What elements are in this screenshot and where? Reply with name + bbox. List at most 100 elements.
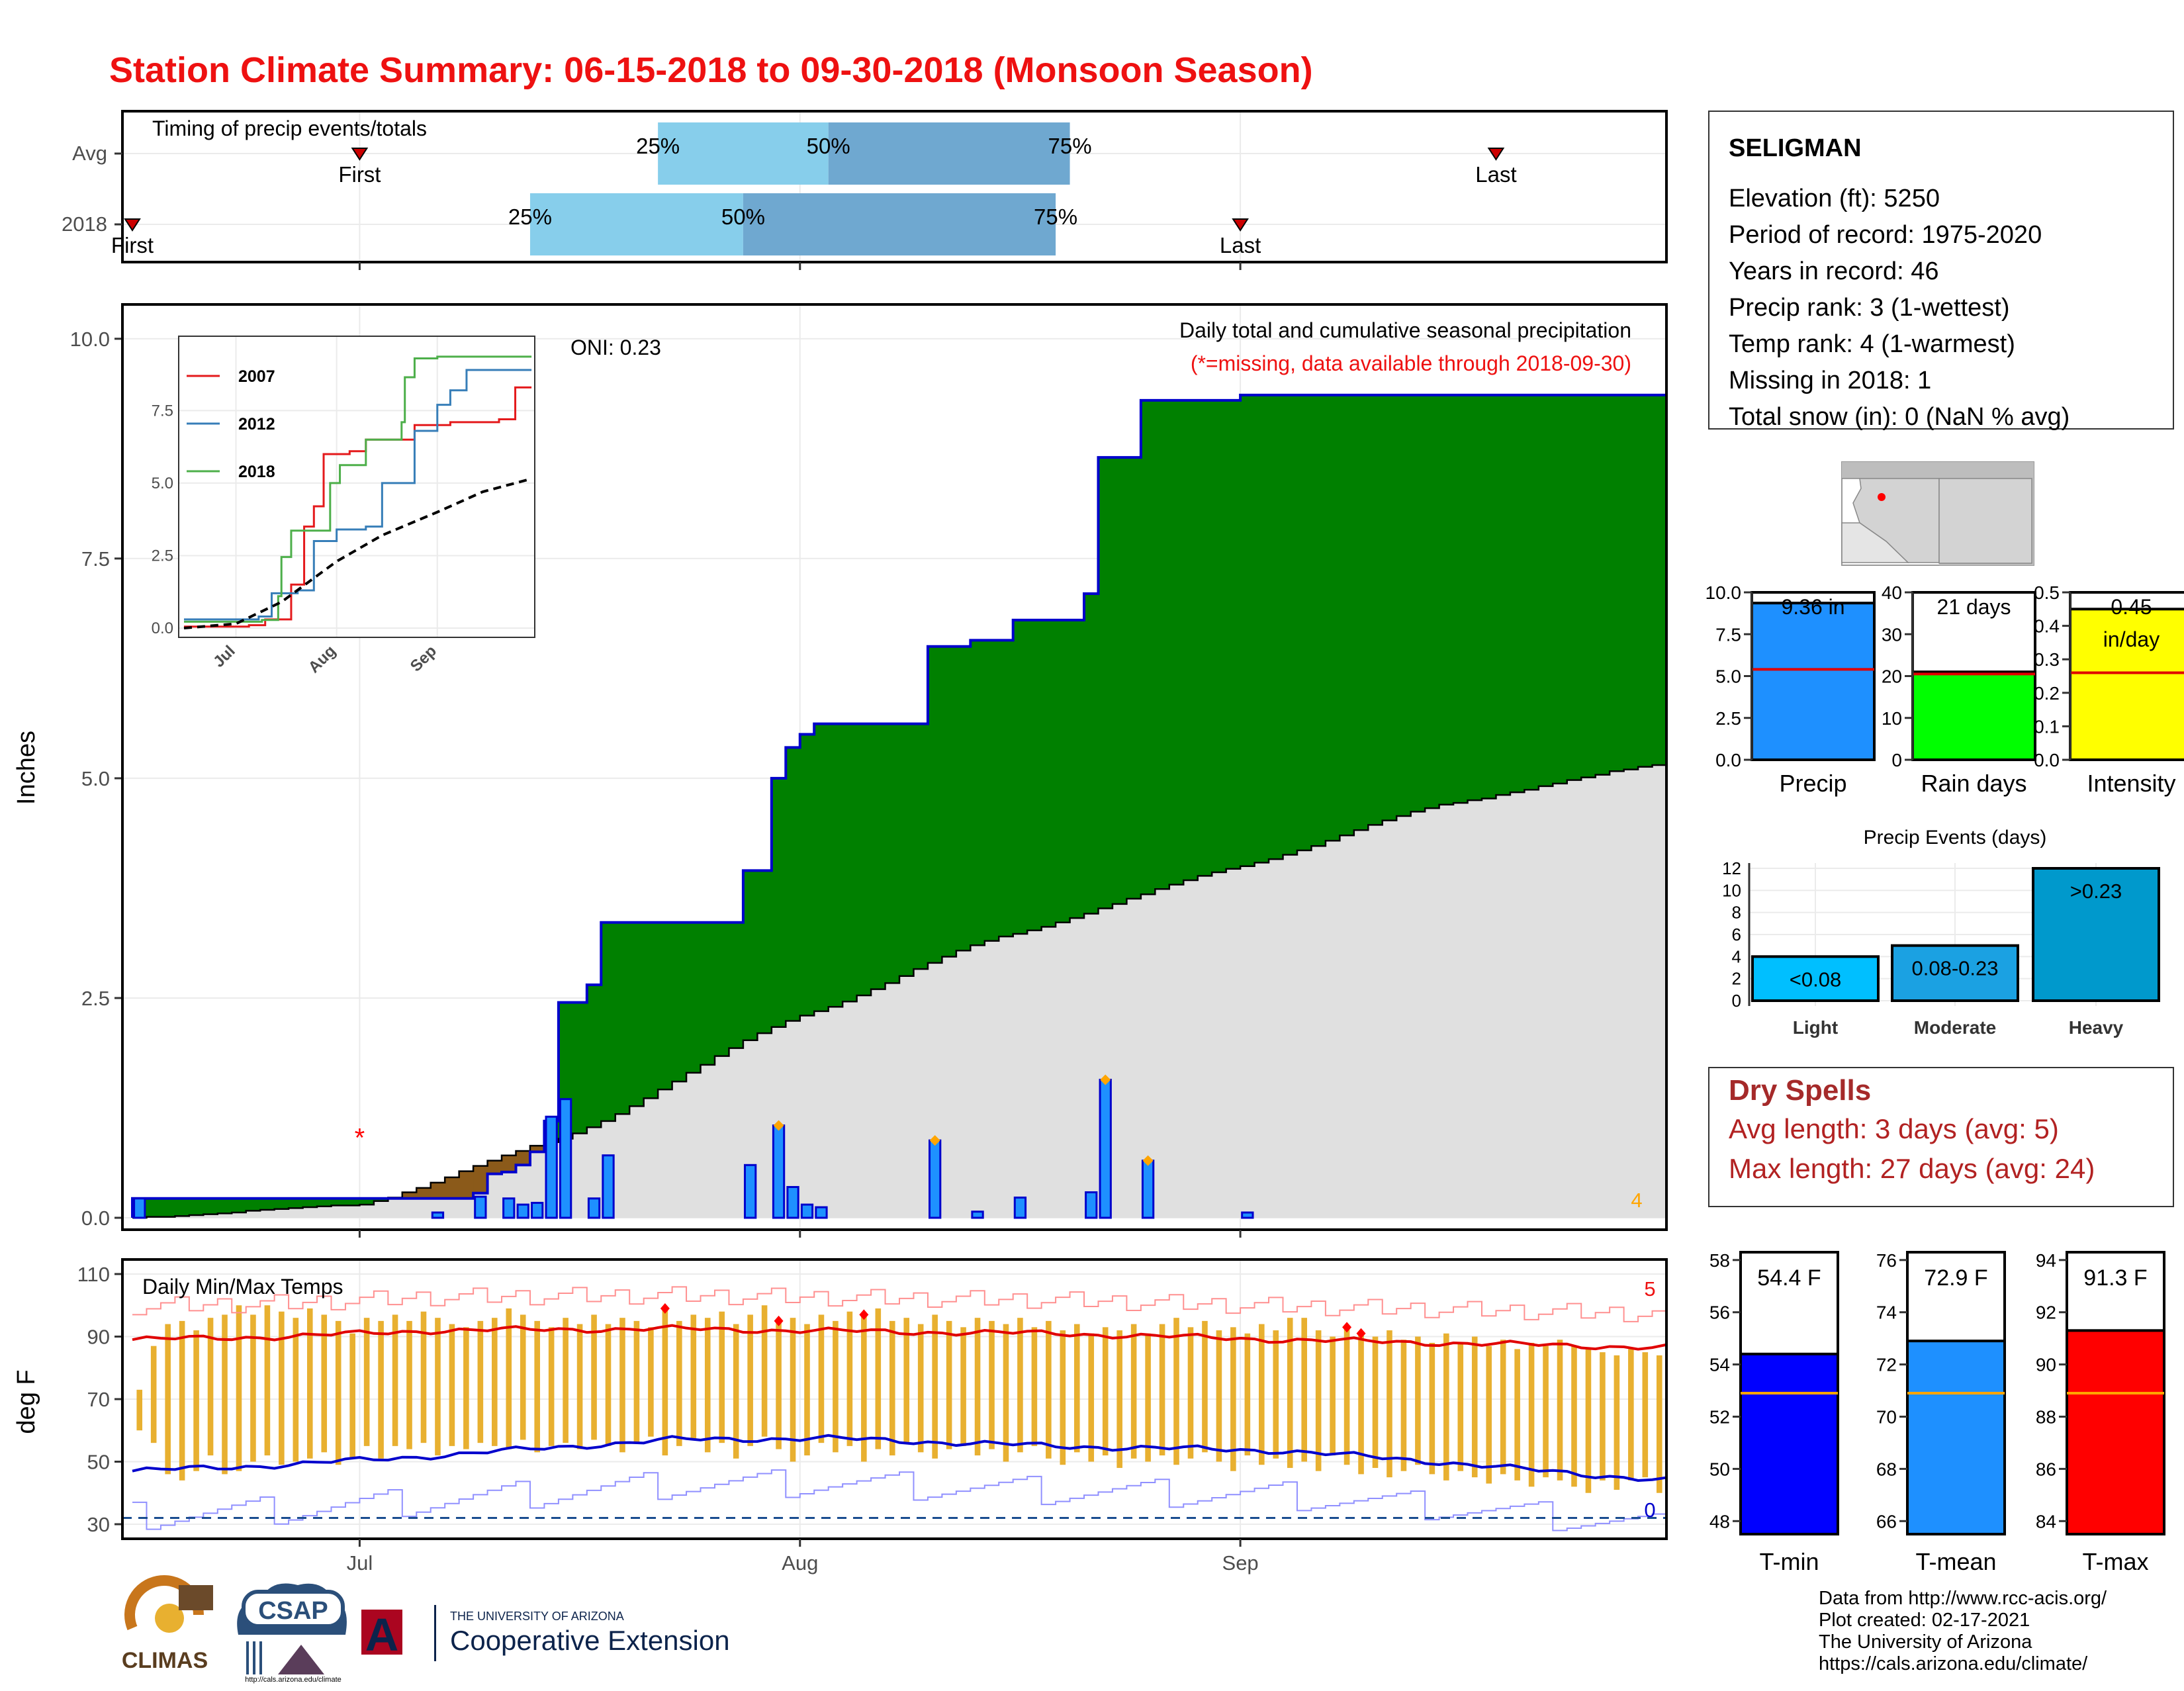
timing-q75-label: 75% <box>1034 205 1077 229</box>
temp-range-bar <box>1316 1330 1322 1471</box>
summary-bar-category-label: Precip <box>1779 770 1846 797</box>
precip-daily-bar <box>532 1203 543 1218</box>
temp-range-bar <box>1245 1334 1251 1455</box>
temp-range-bar <box>1472 1337 1478 1478</box>
footer-line: Plot created: 02-17-2021 <box>1819 1610 2030 1631</box>
precip-above-average-band <box>729 923 743 1048</box>
temp-range-bar <box>1373 1337 1379 1468</box>
precip-above-average-band <box>658 923 672 1089</box>
temp-range-bar <box>449 1324 455 1446</box>
precip-above-average-band <box>743 870 758 1040</box>
timing-first-label: First <box>338 162 381 187</box>
temp-range-bar <box>1415 1337 1421 1465</box>
precip-above-average-band <box>1169 400 1184 885</box>
precip-legend-line2: (*=missing, data available through 2018-… <box>1191 351 1631 375</box>
temp-range-bar <box>1046 1321 1052 1459</box>
summary-bar-y-tick-label: 40 <box>1882 582 1902 603</box>
footer-line: Data from http://www.rcc-acis.org/ <box>1819 1588 2107 1609</box>
precip-below-average-band <box>459 1171 474 1199</box>
oni-label: ONI: 0.23 <box>570 336 661 359</box>
precip-daily-bar <box>134 1199 145 1218</box>
precip-above-average-band <box>246 1199 261 1211</box>
temp-range-bar <box>1571 1346 1577 1487</box>
logos: CLIMAS CSAP http://cals.arizona.edu/clim… <box>118 1580 730 1684</box>
x-tick-label-sep: Sep <box>1222 1551 1259 1575</box>
dry-spells-title: Dry Spells <box>1729 1074 1871 1107</box>
summary-bar-y-tick-label: 5.0 <box>1715 666 1741 687</box>
temp-range-bar <box>506 1308 512 1449</box>
precip-y-axis-title: Inches <box>13 731 40 805</box>
temp-summary-y-tick-label: 86 <box>2036 1459 2056 1479</box>
precip-above-average-band <box>1439 395 1454 805</box>
temp-range-bar <box>193 1330 199 1471</box>
precip-above-average-band <box>260 1199 275 1210</box>
csap-logo-rain-3 <box>259 1641 262 1674</box>
temp-range-bar <box>378 1321 384 1459</box>
precip-above-average-band <box>871 724 886 989</box>
temp-range-bar <box>1443 1334 1449 1481</box>
temp-range-bar <box>889 1321 895 1455</box>
temp-summary-y-tick-label: 74 <box>1876 1303 1897 1323</box>
x-tick-label-aug: Aug <box>782 1551 818 1575</box>
precip-events-chart: Precip Events (days) <0.08Light0.08-0.23… <box>1722 827 2160 1038</box>
temp-range-bar <box>1401 1340 1407 1471</box>
temp-range-bar <box>946 1321 952 1449</box>
temp-range-bar <box>903 1318 909 1443</box>
precip-above-average-band <box>1198 400 1212 876</box>
precip-below-average-band <box>502 1156 516 1172</box>
inset-legend-label-2007: 2007 <box>238 367 275 386</box>
temp-range-bar <box>619 1318 625 1452</box>
summary-bar-y-tick-label: 30 <box>1882 624 1902 645</box>
precip-daily-bar <box>930 1140 940 1218</box>
precip-above-average-band <box>1340 395 1354 835</box>
temp-range-bar <box>1003 1324 1009 1462</box>
precip-above-average-band <box>999 640 1013 937</box>
csap-logo: CSAP http://cals.arizona.edu/climate <box>237 1584 347 1684</box>
climas-logo-text: CLIMAS <box>122 1648 208 1673</box>
precip-legend-line1: Daily total and cumulative seasonal prec… <box>1179 318 1631 342</box>
temp-summary-value-label: 91.3 F <box>2083 1265 2147 1291</box>
temp-range-bar <box>406 1321 412 1449</box>
precip-below-average-band <box>473 1166 488 1193</box>
precip-above-average-band <box>1042 620 1056 927</box>
footer-line: https://cals.arizona.edu/climate/ <box>1819 1653 2088 1674</box>
precip-above-average-band <box>189 1199 204 1215</box>
temp-range-bar <box>1344 1327 1350 1465</box>
events-bar-label: <0.08 <box>1790 968 1841 991</box>
csap-logo-rain-1 <box>246 1641 249 1674</box>
inset-legend-label-2018: 2018 <box>238 463 275 481</box>
precip-above-average-band <box>985 640 999 940</box>
temp-range-bar <box>719 1312 725 1443</box>
temp-summary-y-tick-label: 76 <box>1876 1250 1897 1271</box>
temp-range-bar <box>1529 1343 1535 1486</box>
precip-below-average-band <box>445 1177 459 1199</box>
temp-summary-y-tick-label: 68 <box>1876 1459 1897 1479</box>
precip-daily-bar <box>1015 1197 1025 1218</box>
timing-row-label-2018: 2018 <box>62 212 107 236</box>
summary-bar-y-tick-label: 20 <box>1882 666 1902 687</box>
precip-above-average-band <box>1482 395 1496 799</box>
temp-range-bar <box>151 1346 157 1443</box>
summary-bar-y-tick-label: 2.5 <box>1715 708 1741 729</box>
timing-bar-q50-q75 <box>829 122 1070 185</box>
station-info-line: Elevation (ft): 5250 <box>1729 185 1940 212</box>
precip-above-average-band <box>1056 620 1070 923</box>
csap-logo-rain-2 <box>253 1641 255 1674</box>
summary-bar-category-label: Rain days <box>1921 770 2026 797</box>
summary-bar-y-tick-label: 10.0 <box>1706 582 1742 603</box>
precip-daily-bar <box>432 1212 443 1218</box>
temp-y-axis-title: deg F <box>13 1369 40 1434</box>
inset-legend-label-2012: 2012 <box>238 415 275 434</box>
precip-above-average-band <box>829 724 843 1007</box>
temp-range-bar <box>819 1314 825 1443</box>
temp-range-bar <box>364 1318 370 1446</box>
temp-range-bar <box>1188 1327 1194 1458</box>
temp-y-tick-label: 90 <box>87 1326 110 1349</box>
precip-events-title: Precip Events (days) <box>1864 827 2047 848</box>
temp-range-bar <box>833 1321 839 1452</box>
